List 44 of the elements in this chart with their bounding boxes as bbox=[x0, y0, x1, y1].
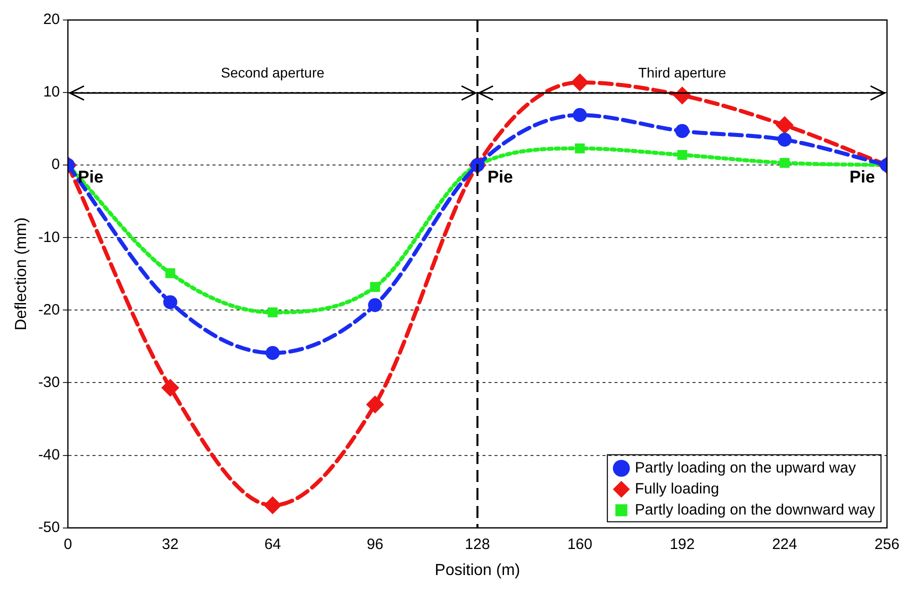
point bbox=[165, 268, 176, 278]
y-tick-label: -40 bbox=[38, 446, 60, 464]
point bbox=[677, 150, 688, 160]
x-tick-label: 192 bbox=[670, 536, 695, 553]
point bbox=[268, 307, 278, 318]
point bbox=[572, 108, 587, 122]
x-axis-title: Position (m) bbox=[434, 562, 520, 579]
point bbox=[161, 378, 180, 397]
point bbox=[776, 116, 794, 134]
y-tick-label: -20 bbox=[38, 301, 60, 318]
point bbox=[366, 395, 384, 414]
x-tick-label: 256 bbox=[874, 536, 900, 553]
y-tick-label: 20 bbox=[43, 11, 60, 28]
point bbox=[266, 346, 280, 360]
x-tick-label: 32 bbox=[162, 536, 179, 553]
x-tick-label: 96 bbox=[366, 536, 384, 553]
point bbox=[675, 124, 690, 138]
point bbox=[574, 143, 585, 154]
point bbox=[370, 282, 380, 292]
annotation: Pie bbox=[849, 167, 875, 186]
point bbox=[778, 132, 792, 147]
y-axis-title: Deflection (mm) bbox=[13, 217, 30, 330]
annotation: Third aperture bbox=[638, 64, 726, 80]
legend-label: Fully loading bbox=[634, 480, 720, 498]
y-tick-label: -50 bbox=[38, 518, 60, 536]
legend-label: Partly loading on the upward way bbox=[634, 459, 856, 476]
y-tick-label: 0 bbox=[52, 156, 60, 174]
annotation: Pie bbox=[78, 167, 104, 186]
x-tick-label: 224 bbox=[772, 536, 798, 553]
y-tick-label: -10 bbox=[38, 228, 60, 246]
x-tick-label: 64 bbox=[264, 536, 282, 553]
x-tick-label: 128 bbox=[464, 536, 490, 553]
point bbox=[570, 73, 589, 92]
point bbox=[368, 298, 382, 312]
y-tick-label: 10 bbox=[43, 84, 60, 101]
point bbox=[163, 295, 178, 310]
x-tick-label: 0 bbox=[64, 536, 72, 553]
annotation: Second aperture bbox=[220, 64, 325, 80]
y-tick-label: -30 bbox=[38, 374, 60, 391]
point bbox=[264, 496, 282, 514]
x-tick-label: 160 bbox=[567, 536, 592, 553]
point bbox=[780, 158, 790, 168]
legend-label: Partly loading on the downward way bbox=[634, 501, 876, 518]
annotation: Pie bbox=[487, 167, 513, 186]
